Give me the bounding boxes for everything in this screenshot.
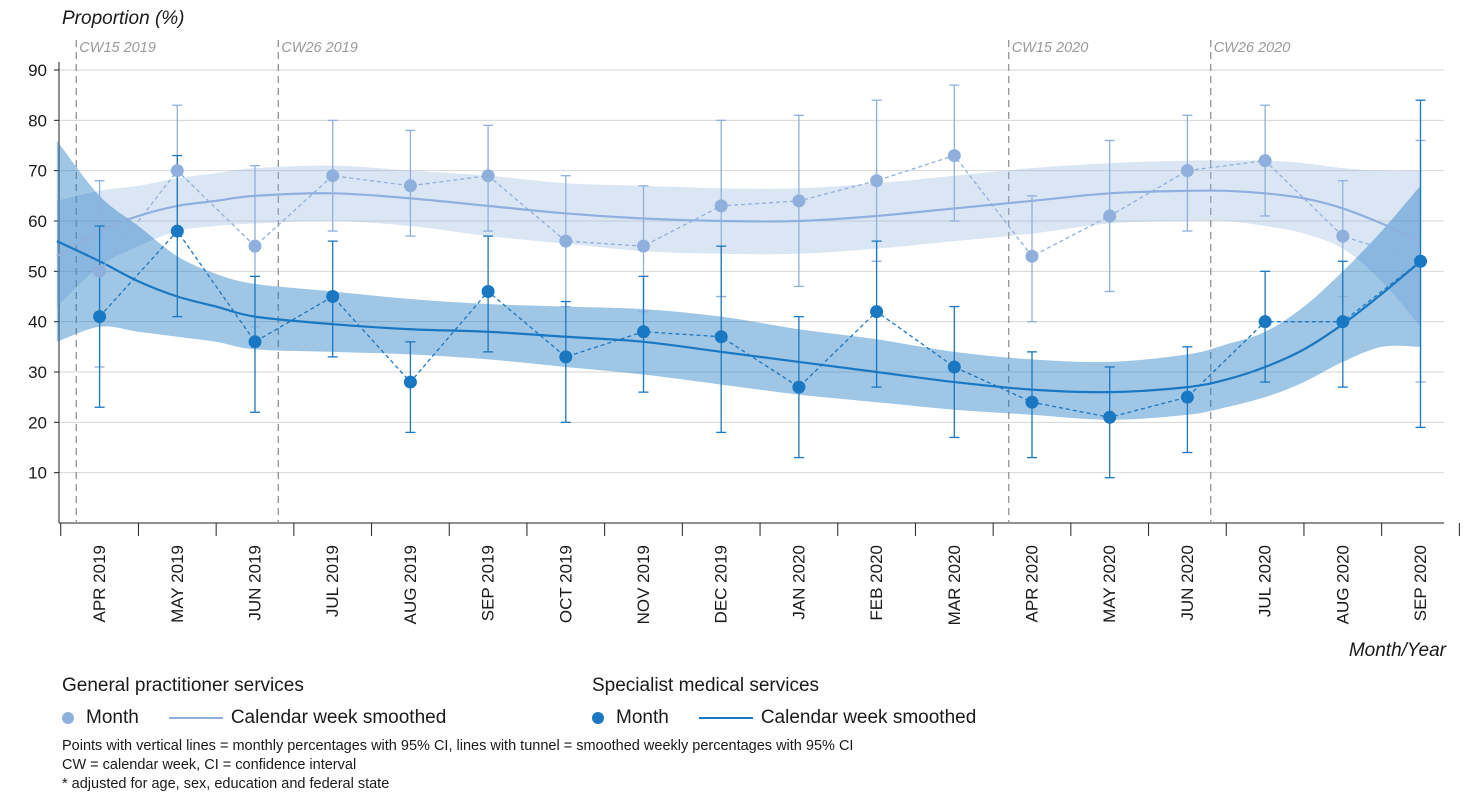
data-point: [1025, 395, 1039, 409]
data-point: [1103, 209, 1117, 223]
data-point: [1336, 315, 1350, 329]
data-point: [326, 290, 340, 303]
data-point: [559, 234, 573, 248]
reference-line-label: CW15 2020: [1012, 40, 1089, 56]
data-point: [714, 199, 728, 213]
x-tick-label: JUN 2019: [246, 545, 265, 621]
data-point: [326, 169, 340, 183]
data-point: [792, 194, 806, 208]
data-point: [93, 264, 107, 278]
x-tick-label: APR 2020: [1023, 545, 1042, 623]
note-line-2: CW = calendar week, CI = confidence inte…: [62, 757, 357, 773]
data-point: [403, 375, 417, 389]
x-tick-label: AUG 2020: [1333, 545, 1352, 624]
data-point: [792, 380, 806, 394]
legend-sp-smoothed-label: Calendar week smoothed: [760, 707, 977, 728]
note-line-3: * adjusted for age, sex, education and f…: [62, 776, 390, 792]
data-point: [1180, 164, 1194, 178]
x-tick-label: OCT 2019: [556, 545, 575, 623]
data-point: [248, 335, 262, 349]
data-point: [870, 174, 884, 188]
y-axis-label: Proportion (%): [62, 8, 185, 29]
x-tick-label: NOV 2019: [634, 545, 653, 624]
x-tick-label: MAY 2020: [1100, 545, 1119, 623]
x-axis-label: Month/Year: [1348, 640, 1446, 661]
y-tick-label: 60: [28, 212, 47, 231]
x-tick-label: JUL 2020: [1256, 545, 1275, 617]
data-point: [1336, 229, 1350, 243]
month-connector: [99, 230, 1421, 418]
data-point: [1414, 254, 1427, 268]
legend-sp-dot-icon: [592, 712, 604, 724]
data-point: [559, 350, 573, 364]
x-tick-label: FEB 2020: [867, 545, 886, 621]
data-point: [93, 310, 107, 324]
data-point: [947, 149, 961, 163]
proportion-chart: 10 20 30 40 50 60 70 80 90 APR 2019 MAY 2019 JUN 20…: [28, 40, 1460, 625]
legend-sp-line-icon: [698, 717, 753, 719]
y-tick-label: 90: [28, 61, 47, 80]
data-point: [481, 169, 495, 183]
legend-sp-month-label: Month: [616, 707, 669, 728]
y-tick-label: 20: [28, 413, 47, 432]
legend-gp-month-label: Month: [86, 707, 139, 728]
x-tick-label: MAR 2020: [945, 545, 964, 625]
y-tick-label: 80: [28, 111, 47, 130]
data-point: [170, 164, 184, 178]
data-point: [248, 239, 262, 253]
note-line-1: Points with vertical lines = monthly per…: [62, 738, 854, 754]
data-point: [1025, 249, 1039, 263]
legend-gp-smoothed-label: Calendar week smoothed: [230, 707, 447, 728]
data-point: [870, 305, 884, 319]
data-point: [403, 179, 417, 193]
y-tick-label: 40: [28, 313, 47, 332]
reference-line-label: CW26 2019: [281, 40, 358, 56]
x-tick-label: APR 2019: [90, 545, 109, 623]
data-point: [1258, 315, 1272, 329]
x-tick-label: AUG 2019: [401, 545, 420, 624]
data-point: [481, 284, 495, 298]
legend-gp-month: Month Calendar week smoothed: [62, 707, 446, 729]
legend-sp-month: Month Calendar week smoothed: [592, 707, 976, 729]
legend-gp-line-icon: [168, 717, 223, 719]
data-point: [637, 239, 650, 253]
confidence-band: [56, 140, 1421, 420]
confidence-band: [56, 160, 1421, 327]
data-point: [1103, 410, 1117, 424]
legend-gp-dot-icon: [62, 712, 74, 724]
y-tick-label: 30: [28, 363, 47, 382]
x-tick-label: SEP 2019: [479, 545, 498, 621]
data-point: [637, 325, 650, 339]
data-point: [714, 330, 728, 344]
x-tick-label: DEC 2019: [712, 545, 731, 623]
x-tick-label: SEP 2020: [1411, 545, 1430, 621]
month-connector: [99, 154, 1421, 272]
legend-gp-title: General practitioner services: [62, 675, 304, 696]
reference-line-label: CW15 2019: [79, 40, 156, 56]
x-tick-label: JUL 2019: [323, 545, 342, 617]
x-tick-label: JUN 2020: [1178, 545, 1197, 621]
y-tick-label: 70: [28, 162, 47, 181]
x-tick-label: MAY 2019: [168, 545, 187, 623]
data-point: [947, 360, 961, 374]
data-point: [170, 224, 184, 238]
y-tick-label: 50: [28, 262, 47, 281]
reference-line-label: CW26 2020: [1214, 40, 1291, 56]
legend-sp-title: Specialist medical services: [592, 675, 820, 696]
y-tick-label: 10: [28, 464, 47, 483]
data-point: [1180, 390, 1194, 404]
data-point: [1258, 154, 1272, 168]
x-tick-label: JAN 2020: [789, 545, 808, 620]
